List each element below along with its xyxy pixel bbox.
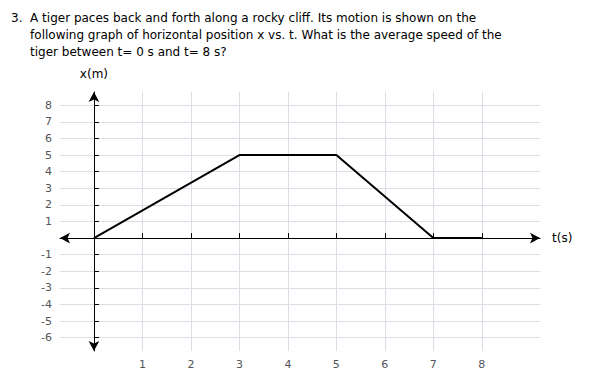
svg-text:6: 6: [45, 132, 52, 145]
svg-text:x(m): x(m): [80, 67, 108, 81]
svg-text:7: 7: [430, 358, 437, 371]
svg-text:2: 2: [45, 198, 52, 211]
svg-text:3: 3: [45, 182, 52, 195]
svg-text:3: 3: [236, 358, 243, 371]
svg-text:1: 1: [139, 358, 146, 371]
svg-text:-1: -1: [41, 248, 52, 261]
svg-text:t(s): t(s): [552, 231, 572, 245]
svg-text:-4: -4: [41, 298, 52, 311]
svg-text:4: 4: [284, 358, 291, 371]
svg-text:5: 5: [333, 358, 340, 371]
svg-text:1: 1: [45, 215, 52, 228]
svg-text:2: 2: [187, 358, 194, 371]
svg-text:-6: -6: [41, 331, 52, 344]
svg-text:following graph of horizontal: following graph of horizontal position x…: [11, 28, 502, 42]
svg-text:-3: -3: [41, 281, 52, 294]
svg-text:7: 7: [45, 115, 52, 128]
svg-text:-5: -5: [41, 315, 52, 328]
svg-text:6: 6: [381, 358, 388, 371]
svg-text:8: 8: [478, 358, 485, 371]
svg-text:tiger between t= 0 s and t= 8: tiger between t= 0 s and t= 8 s?: [11, 45, 227, 59]
svg-text:3. A tiger paces back and for: 3. A tiger paces back and forth along a …: [11, 11, 476, 25]
svg-text:4: 4: [45, 165, 52, 178]
svg-text:5: 5: [45, 149, 52, 162]
svg-text:8: 8: [45, 99, 52, 112]
svg-text:-2: -2: [41, 265, 52, 278]
